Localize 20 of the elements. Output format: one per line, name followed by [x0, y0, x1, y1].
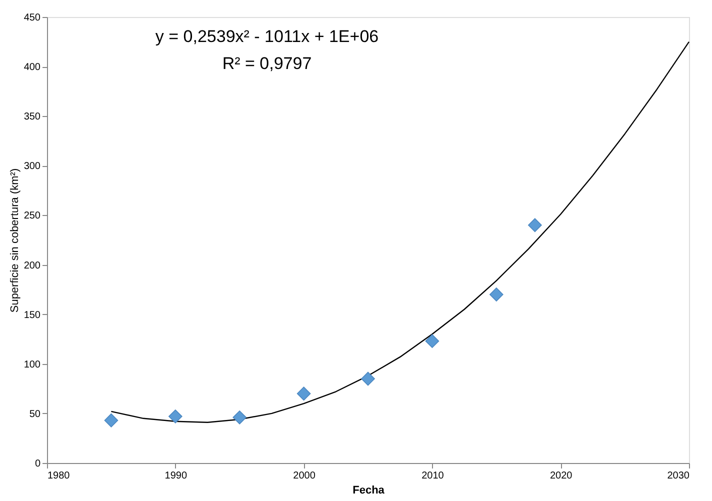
annotation: R² = 0,9797 [222, 54, 312, 73]
x-tick-label: 2000 [293, 470, 316, 482]
y-tick-label: 150 [24, 310, 41, 321]
y-tick-label: 350 [24, 112, 41, 123]
y-tick-label: 50 [29, 408, 41, 420]
x-tick-label: 2030 [667, 470, 690, 482]
x-tick-label: 2010 [422, 470, 444, 482]
x-tick-label: 1990 [164, 470, 188, 482]
y-tick-label: 100 [24, 359, 41, 370]
y-tick-label: 300 [24, 161, 41, 172]
y-axis-title: Superficie sin cobertura (km²) [8, 168, 21, 313]
annotation: y = 0,2539x² - 1011x + 1E+06 [155, 27, 379, 46]
y-tick-label: 250 [24, 210, 41, 222]
y-tick-label: 200 [24, 260, 41, 272]
y-tick-label: 400 [24, 62, 41, 74]
x-tick-label: 1980 [48, 470, 70, 482]
y-tick-label: 0 [34, 458, 41, 470]
y-tick-label: 450 [24, 12, 41, 24]
x-tick-label: 2020 [550, 470, 573, 482]
x-axis-title: Fecha [352, 484, 386, 496]
